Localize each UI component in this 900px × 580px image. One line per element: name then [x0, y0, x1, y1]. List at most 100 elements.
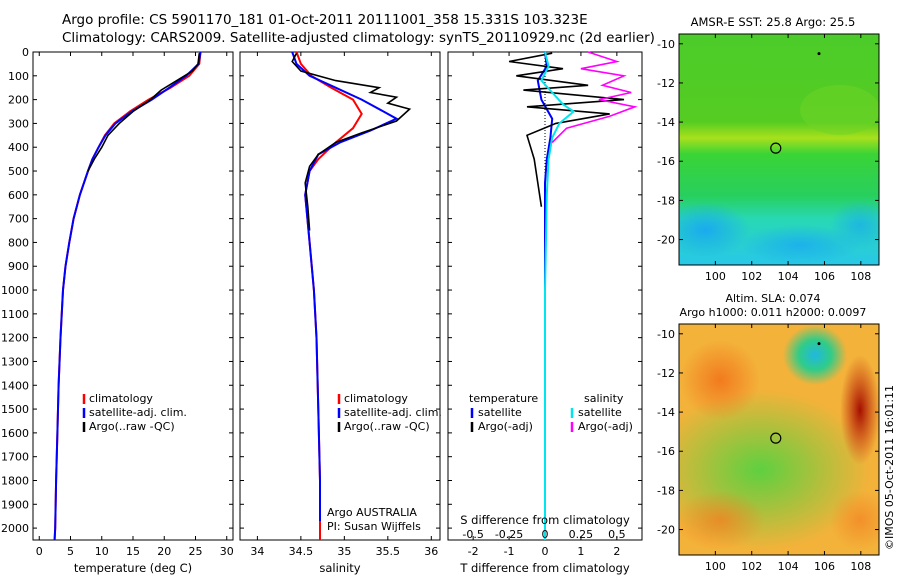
sla-map-subtitle: Argo h1000: 0.011 h2000: 0.0097: [680, 306, 867, 319]
xtick-label: 0: [36, 545, 43, 558]
sla_map-frame: [678, 323, 880, 556]
diff-legend-heading: salinity: [584, 392, 624, 405]
sla_map-argo-marker: [770, 432, 782, 444]
ytick-label: 500: [8, 165, 29, 178]
sst-map-title: AMSR-E SST: 25.8 Argo: 25.5: [691, 15, 856, 29]
xtick-label: 25: [189, 545, 203, 558]
temperature-xlabel: temperature (deg C): [74, 561, 192, 575]
map-xtick-label: 100: [705, 560, 726, 573]
map-xtick-label: 104: [778, 560, 799, 573]
ytick-label: 1000: [1, 284, 29, 297]
map-ytick-label: -18: [657, 194, 675, 207]
difference-series-2: [540, 51, 576, 540]
xtick-label: 20: [157, 545, 171, 558]
ytick-label: 1500: [1, 403, 29, 416]
map-ytick-label: -12: [657, 367, 675, 380]
pi-annotation: PI: Susan Wijffels: [327, 520, 421, 533]
map-ytick-label: -14: [657, 116, 675, 129]
xtick-label: 0: [542, 545, 549, 558]
salinity-xlabel: salinity: [319, 561, 360, 575]
x2-axis-label: S difference from climatology: [460, 513, 630, 527]
xtick-label: 15: [126, 545, 140, 558]
ytick-label: 1200: [1, 332, 29, 345]
plot-title-line1: Argo profile: CS 5901170_181 01-Oct-2011…: [62, 12, 588, 28]
salinity-legend-label: climatology: [344, 392, 408, 405]
salinity-axes-frame: [239, 51, 441, 541]
salinity-legend-label: satellite-adj. clim.: [344, 406, 442, 419]
map-xtick-label: 106: [814, 270, 835, 283]
xtick-label: -1: [504, 545, 515, 558]
x2tick-label: 0.25: [569, 528, 594, 541]
map-ytick-label: -10: [657, 328, 675, 341]
xtick-label: 36: [424, 545, 438, 558]
temperature-series-0: [53, 51, 202, 541]
ytick-label: 800: [8, 236, 29, 249]
xtick-label: 35.5: [376, 545, 401, 558]
sst-field: [679, 34, 879, 265]
map-ytick-label: -16: [657, 155, 675, 168]
xtick-label: 1: [577, 545, 584, 558]
x2tick-label: 0.5: [608, 528, 626, 541]
map-xtick-label: 104: [778, 270, 799, 283]
sla-field: [679, 324, 879, 555]
plot-title-line2: Climatology: CARS2009. Satellite-adjuste…: [62, 30, 655, 46]
ytick-label: 2000: [1, 522, 29, 535]
ytick-label: 600: [8, 189, 29, 202]
ytick-label: 1900: [1, 498, 29, 511]
salinity-series-0: [295, 51, 363, 540]
sst_map-frame: [678, 33, 880, 266]
difference-xlabel: T difference from climatology: [459, 561, 630, 575]
ytick-label: 1700: [1, 451, 29, 464]
xtick-label: 10: [95, 545, 109, 558]
diff-legend-label: Argo(-adj): [478, 420, 533, 433]
xtick-label: 30: [220, 545, 234, 558]
difference-series-1: [508, 52, 625, 207]
ytick-label: 1800: [1, 474, 29, 487]
sst_map-island-dot: [817, 52, 821, 56]
x2tick-label: -0.25: [495, 528, 523, 541]
map-xtick-label: 102: [741, 270, 762, 283]
sla-map-title: Altim. SLA: 0.074: [725, 292, 820, 305]
map-xtick-label: 108: [850, 560, 871, 573]
xtick-label: 34.5: [289, 545, 314, 558]
xtick-label: 2: [613, 545, 620, 558]
ytick-label: 700: [8, 213, 29, 226]
map-ytick-label: -20: [657, 234, 675, 247]
salinity-legend-label: Argo(..raw -QC): [344, 420, 430, 433]
ytick-label: 300: [8, 117, 29, 130]
salinity-series-1: [291, 51, 399, 521]
diff-legend-label: satellite: [578, 406, 622, 419]
ytick-label: 1300: [1, 355, 29, 368]
ytick-label: 1100: [1, 308, 29, 321]
difference-series-3: [551, 51, 638, 144]
xtick-label: 34: [250, 545, 264, 558]
salinity-series-2: [291, 52, 412, 231]
ytick-label: 1400: [1, 379, 29, 392]
map-ytick-label: -12: [657, 77, 675, 90]
sst_map-argo-marker: [770, 142, 782, 154]
x2tick-label: 0: [542, 528, 549, 541]
map-xtick-label: 102: [741, 560, 762, 573]
xtick-label: 35: [337, 545, 351, 558]
map-xtick-label: 106: [814, 560, 835, 573]
ytick-label: 900: [8, 260, 29, 273]
temperature-series-2: [87, 53, 201, 172]
map-ytick-label: -14: [657, 406, 675, 419]
xtick-label: -2: [468, 545, 479, 558]
ytick-label: 200: [8, 94, 29, 107]
temperature-legend-label: Argo(..raw -QC): [89, 420, 175, 433]
map-ytick-label: -10: [657, 38, 675, 51]
temperature-legend-label: climatology: [89, 392, 153, 405]
map-ytick-label: -20: [657, 524, 675, 537]
imos-credit: ©IMOS 05-Oct-2011 16:01:11: [883, 385, 896, 550]
xtick-label: 5: [67, 545, 74, 558]
ytick-label: 400: [8, 141, 29, 154]
temperature-series-1: [53, 51, 202, 541]
diff-legend-label: Argo(-adj): [578, 420, 633, 433]
map-ytick-label: -16: [657, 445, 675, 458]
temperature-legend-label: satellite-adj. clim.: [89, 406, 187, 419]
x2tick-label: -0.5: [462, 528, 483, 541]
owner-annotation: Argo AUSTRALIA: [327, 506, 417, 519]
map-xtick-label: 108: [850, 270, 871, 283]
